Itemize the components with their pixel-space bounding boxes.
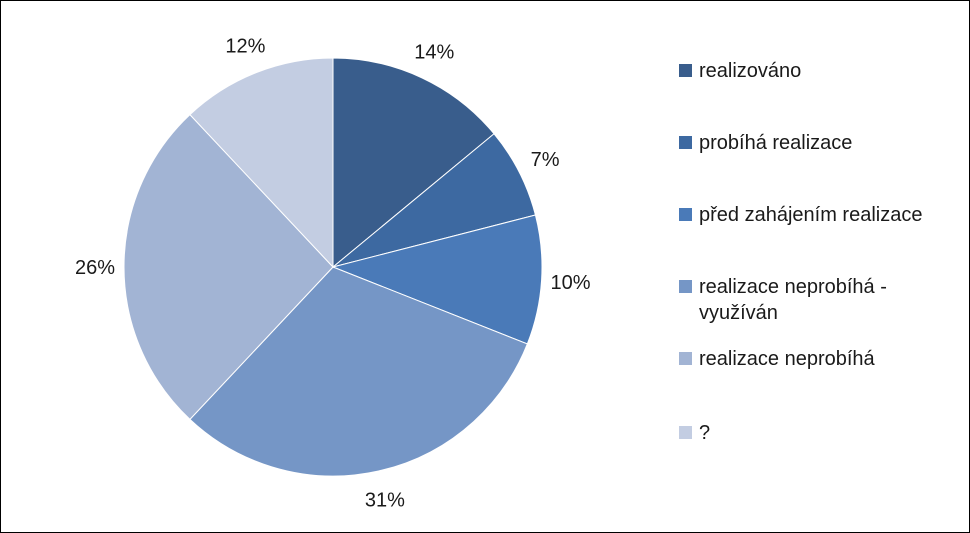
pie-slice-6: [189, 57, 334, 269]
legend-label: realizace neprobíhá - využíván: [699, 276, 887, 324]
legend-label: před zahájením realizace: [699, 204, 923, 226]
legend-swatch: [679, 426, 692, 439]
slice-label-3: 10%: [550, 272, 590, 294]
legend-item-2: probíhá realizace: [679, 130, 964, 156]
legend-label: realizováno: [699, 60, 802, 82]
legend-label: realizace neprobíhá: [699, 348, 875, 370]
legend-item-1: realizováno: [679, 58, 964, 84]
legend-item-4: realizace neprobíhá - využíván: [679, 274, 964, 326]
slice-label-4: 31%: [365, 489, 405, 511]
legend-item-3: před zahájením realizace: [679, 202, 964, 228]
legend-swatch: [679, 208, 692, 221]
slice-label-5: 26%: [75, 257, 115, 279]
legend-label: ?: [699, 422, 711, 444]
slice-label-6: 12%: [225, 36, 265, 58]
slice-label-1: 14%: [414, 42, 454, 64]
legend-swatch: [679, 64, 692, 77]
legend-swatch: [679, 280, 692, 293]
slice-label-2: 7%: [531, 149, 560, 171]
pie-slice-4: [189, 266, 528, 477]
legend-item-5: realizace neprobíhá: [679, 346, 964, 372]
legend-swatch: [679, 352, 692, 365]
pie-slice-3: [331, 214, 543, 345]
legend-label: probíhá realizace: [699, 132, 853, 154]
legend-item-6: ?: [679, 420, 964, 446]
pie-slice-1: [332, 57, 495, 269]
pie-slice-5: [123, 113, 334, 421]
legend-swatch: [679, 136, 692, 149]
